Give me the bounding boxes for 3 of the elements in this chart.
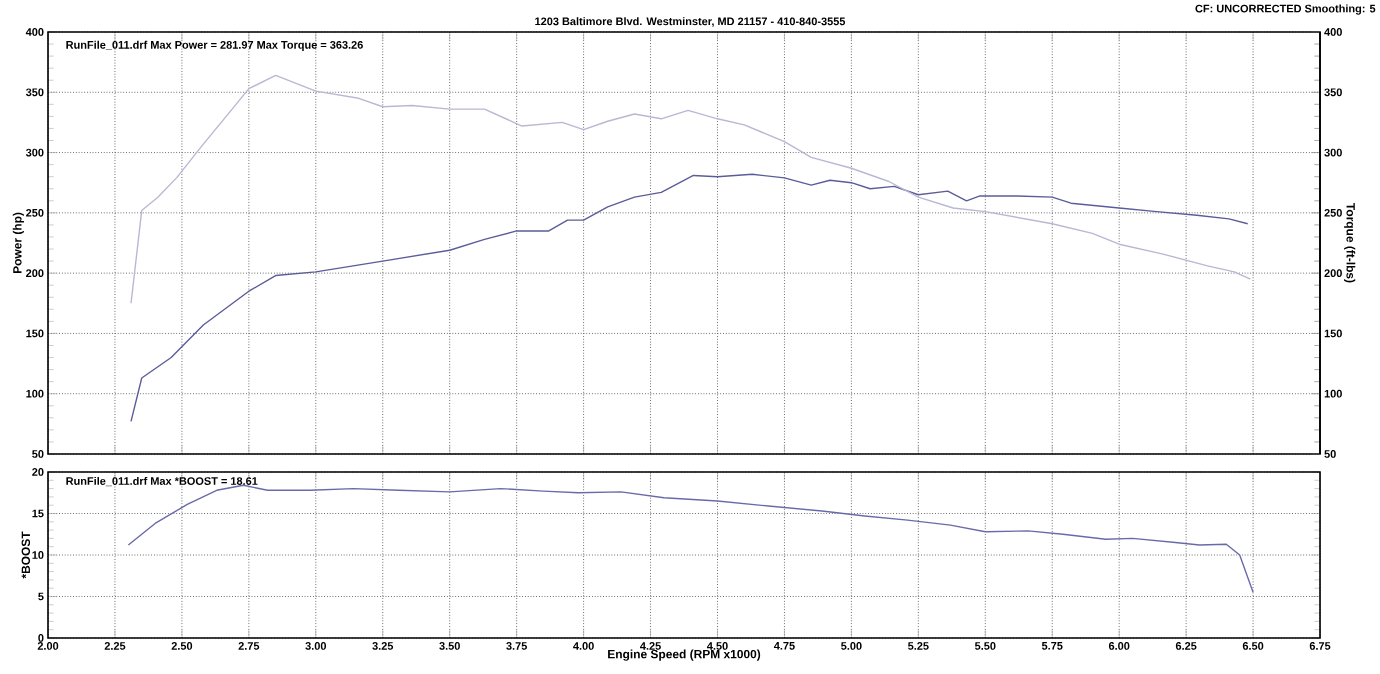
line-series [127,484,1254,594]
line-series [130,173,1249,423]
line-series [130,74,1252,304]
